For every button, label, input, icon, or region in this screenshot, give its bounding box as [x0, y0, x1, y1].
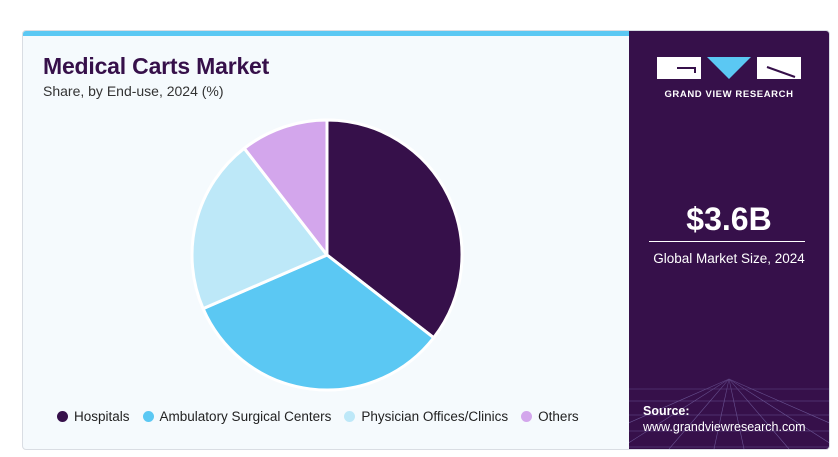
grand-view-research-logo: GRAND VIEW RESEARCH [655, 55, 803, 100]
legend-item-ambulatory: Ambulatory Surgical Centers [142, 409, 332, 424]
pie-slice-others [242, 118, 329, 257]
source-note: Source: www.grandviewresearch.com [643, 403, 806, 435]
logo-text: GRAND VIEW RESEARCH [664, 89, 794, 100]
pie-chart [190, 118, 464, 392]
legend-item-others: Others [521, 409, 579, 424]
legend-marker [142, 411, 154, 422]
chart-title: Medical Carts Market [43, 53, 270, 79]
legend-item-physician: Physician Offices/Clinics [344, 409, 508, 424]
chart-legend: Hospitals Ambulatory Surgical Centers Ph… [57, 409, 592, 424]
source-url: www.grandviewresearch.com [643, 420, 806, 434]
sidebar-panel: GRAND VIEW RESEARCH $3.6B Global Market … [629, 31, 829, 449]
legend-label: Physician Offices/Clinics [361, 409, 509, 424]
legend-item-hospitals: Hospitals [57, 409, 130, 424]
market-size-label: Global Market Size, 2024 [653, 251, 805, 266]
chart-subtitle: Share, by End-use, 2024 (%) [43, 83, 224, 99]
divider [649, 241, 805, 242]
legend-marker [344, 411, 356, 422]
pie-slice-physician-offices-clinics [190, 146, 329, 311]
pie-slice-hospitals [325, 118, 464, 340]
pie-slice-ambulatory-surgical-centers [201, 253, 436, 392]
gvr-logo-icon [657, 57, 801, 79]
infographic-card: Medical Carts Market Share, by End-use, … [22, 30, 830, 450]
top-accent-bar [23, 31, 629, 36]
source-label: Source: [643, 404, 690, 418]
legend-label: Others [538, 409, 579, 424]
legend-label: Ambulatory Surgical Centers [159, 409, 332, 424]
legend-marker [57, 411, 68, 422]
grid-pattern-decoration [629, 329, 829, 449]
market-size-value: $3.6B [686, 201, 772, 237]
legend-label: Hospitals [74, 409, 130, 424]
legend-marker [521, 411, 533, 422]
